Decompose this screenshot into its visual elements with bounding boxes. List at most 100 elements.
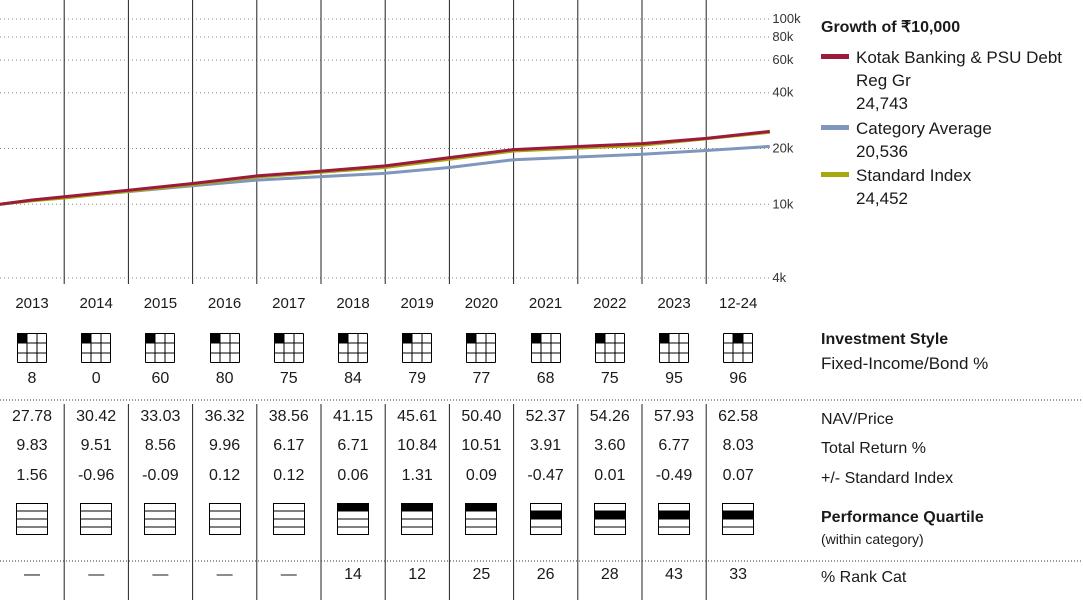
rank-cat-9: 28 — [600, 566, 619, 583]
plus-minus-index-6: 1.31 — [401, 467, 433, 484]
quartile-box-icon — [722, 503, 755, 535]
style-box-icon — [594, 333, 625, 363]
fixed-income-pct-7: 77 — [472, 370, 491, 387]
total-return-3: 9.96 — [209, 437, 241, 454]
plus-minus-index-7: 0.09 — [465, 467, 497, 484]
total-return-6: 10.84 — [397, 437, 438, 454]
rank-cat-label: % Rank Cat — [821, 569, 907, 586]
years-0: 2013 — [15, 295, 49, 312]
y-tick-4k: 4k — [772, 270, 786, 285]
years-9: 2022 — [593, 295, 627, 312]
quartile-box-icon — [272, 503, 305, 535]
quartile-box-icon — [465, 503, 498, 535]
plus-minus-index-3: 0.12 — [209, 467, 241, 484]
fixed-income-pct-4: 75 — [279, 370, 298, 387]
fund-name-line2: Reg Gr — [856, 71, 911, 90]
quartile-fill — [337, 503, 369, 511]
style-fill — [733, 333, 744, 343]
investment-style-label: Investment Style — [821, 331, 949, 348]
nav-3: 36.32 — [204, 408, 245, 425]
style-box-icon — [402, 333, 433, 363]
years-7: 2020 — [464, 295, 499, 312]
style-fill — [402, 333, 413, 343]
style-fill — [145, 333, 156, 343]
nav-price-label: NAV/Price — [821, 411, 894, 428]
legend-category: Category Average 20,536 — [821, 117, 992, 163]
total-return-0: 9.83 — [16, 437, 48, 454]
style-box-icon — [17, 333, 47, 363]
fixed-income-pct-3: 80 — [215, 370, 234, 387]
fixed-income-pct-8: 68 — [536, 370, 555, 387]
quartile-fill — [401, 503, 434, 511]
y-axis-tick-labels: 100k 80k 60k 40k 20k 10k 4k — [772, 11, 801, 285]
y-tick-60k: 60k — [772, 52, 793, 67]
rank-cat-5: 14 — [344, 566, 362, 583]
style-box-icon — [659, 333, 689, 363]
rank-cat-11: 33 — [729, 566, 748, 583]
style-box-icon — [338, 333, 368, 363]
style-fill — [273, 333, 284, 343]
style-box-icon — [723, 333, 754, 363]
category-swatch — [821, 125, 849, 130]
style-fill — [209, 333, 220, 343]
quartile-fill — [722, 511, 755, 519]
legend-fund: Kotak Banking & PSU Debt Reg Gr 24,743 — [821, 46, 1062, 115]
nav-7: 50.40 — [461, 408, 502, 425]
style-box-icon — [466, 333, 497, 363]
plus-minus-index-0: 1.56 — [16, 467, 48, 484]
performance-quartile-label: Performance Quartile — [821, 509, 984, 526]
rank-cat-8: 26 — [536, 566, 555, 583]
y-tick-40k: 40k — [772, 85, 793, 100]
style-fill — [338, 333, 348, 343]
nav-0: 27.78 — [11, 408, 53, 425]
nav-8: 52.37 — [525, 408, 566, 425]
total-return-2: 8.56 — [144, 437, 176, 454]
style-box-icon — [81, 333, 112, 363]
style-box-icon — [209, 333, 240, 363]
rank-cat-6: 12 — [408, 566, 427, 583]
plus-minus-index-2: -0.09 — [142, 467, 179, 484]
quartile-box-icon — [529, 503, 562, 535]
rank-cat-4: — — [280, 566, 297, 583]
y-tick-20k: 20k — [772, 141, 793, 156]
total-return-7: 10.51 — [461, 437, 502, 454]
plus-minus-row: 1.56 -0.96 -0.09 0.12 0.12 0.06 1.31 0.09 -0.47 0… — [0, 467, 770, 491]
quartile-box-icon — [16, 503, 48, 535]
quartile-fill — [465, 503, 498, 511]
quartile-row — [0, 503, 770, 537]
rank-cat-7: 25 — [472, 566, 491, 583]
rank-cat-1: — — [88, 566, 105, 583]
index-name: Standard Index — [856, 166, 972, 185]
nav-11: 62.58 — [718, 408, 759, 425]
quartile-fill — [658, 511, 690, 519]
style-box-icon — [530, 333, 561, 363]
fund-swatch — [821, 54, 849, 59]
fund-value: 24,743 — [856, 94, 908, 113]
quartile-box-icon — [337, 503, 369, 535]
total-return-4: 6.17 — [273, 437, 305, 454]
quartile-box-icon — [658, 503, 690, 535]
index-swatch — [821, 172, 849, 177]
quartile-box-icon — [593, 503, 626, 535]
legend-index: Standard Index 24,452 — [821, 164, 971, 210]
plus-minus-label: +/- Standard Index — [821, 470, 954, 487]
nav-row: 27.78 30.42 33.03 36.32 38.56 41.15 45.61 50.40… — [0, 408, 770, 432]
rank-cat-row: — — — — — 14 12 25 26 28 43 33 — [0, 566, 770, 590]
nav-2: 33.03 — [140, 408, 181, 425]
rank-cat-0: — — [24, 566, 40, 583]
quartile-box-icon — [144, 503, 177, 535]
category-name: Category Average — [856, 119, 992, 138]
style-fill — [81, 333, 92, 343]
quartile-fill — [529, 511, 562, 519]
plus-minus-index-4: 0.12 — [273, 467, 305, 484]
within-category-label: (within category) — [821, 531, 924, 547]
years-5: 2018 — [336, 295, 370, 312]
fixed-income-row: 8 0 60 80 75 84 79 77 68 75 95 96 — [0, 370, 770, 394]
series-line-kotak-banking-psu-debt-reg-gr — [0, 129, 770, 206]
y-tick-10k: 10k — [772, 196, 793, 211]
years-8: 2021 — [528, 295, 563, 312]
growth-label: Growth of ₹10,000 — [821, 19, 961, 36]
nav-4: 38.56 — [268, 408, 309, 425]
total-return-1: 9.51 — [80, 437, 112, 454]
